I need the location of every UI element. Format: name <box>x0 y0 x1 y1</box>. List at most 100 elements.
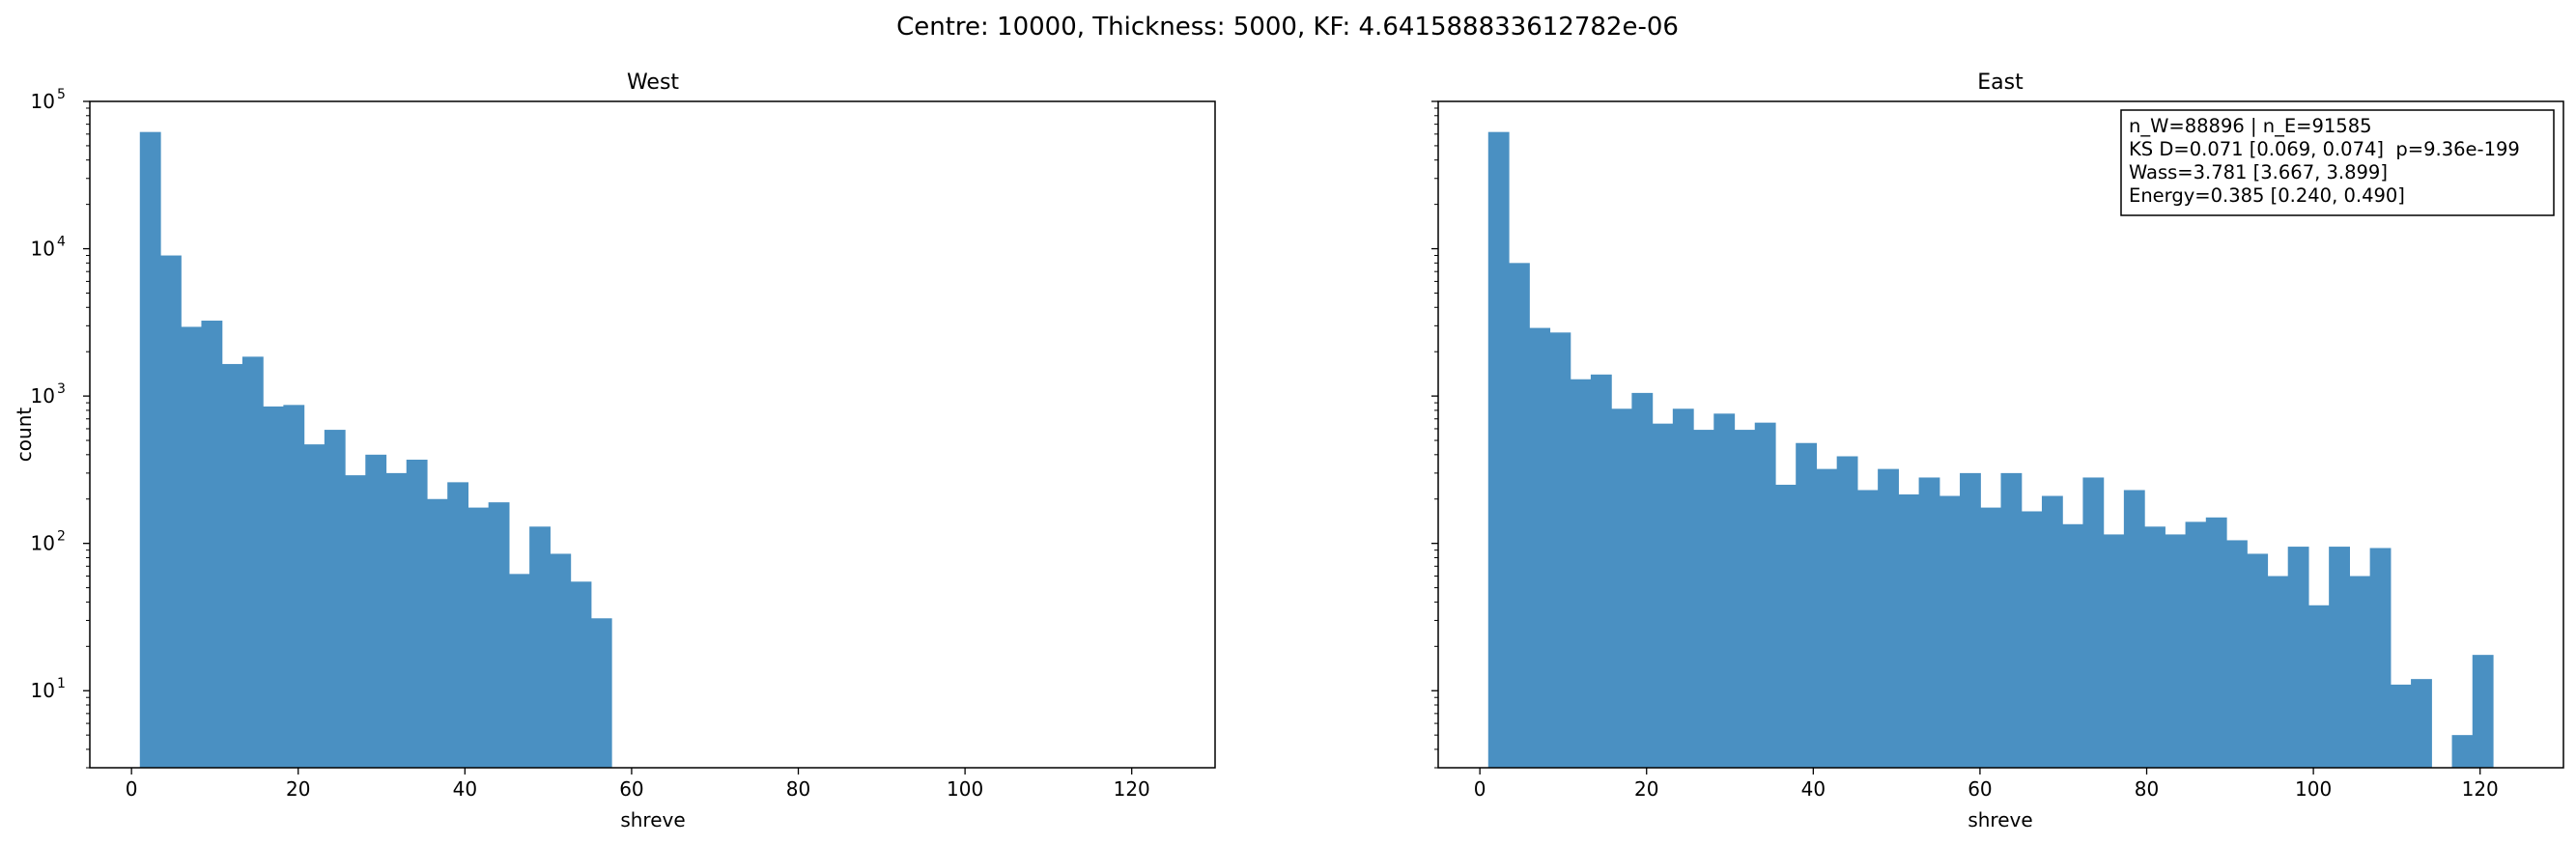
east-bar-27 <box>2021 511 2043 768</box>
west-y-tick-label: 10 <box>31 90 55 113</box>
west-bar-22 <box>570 581 592 768</box>
west-x-tick-label: 40 <box>453 777 477 801</box>
east-bar-9 <box>1652 423 1674 768</box>
east-bar-36 <box>2205 517 2227 768</box>
stats-line-ks: KS D=0.071 [0.069, 0.074] p=9.36e-199 <box>2129 138 2520 160</box>
west-y-axis-label: count <box>13 408 36 463</box>
east-bar-24 <box>1960 472 1981 768</box>
east-bar-7 <box>1611 408 1632 768</box>
east-x-tick-label: 20 <box>1634 777 1658 801</box>
west-x-tick-label: 100 <box>947 777 983 801</box>
east-bar-28 <box>2041 495 2063 768</box>
east-bar-15 <box>1774 484 1797 768</box>
east-bar-20 <box>1878 468 1899 768</box>
east-bar-18 <box>1836 456 1858 768</box>
east-bar-3 <box>1529 327 1551 768</box>
east-bar-26 <box>2000 472 2023 768</box>
east-bar-6 <box>1590 374 1612 768</box>
west-y-tick-exponent: 4 <box>57 235 66 250</box>
stats-line-counts: n_W=88896 | n_E=91585 <box>2129 115 2372 137</box>
west-bars <box>139 131 612 769</box>
stats-line-energy: Energy=0.385 [0.240, 0.490] <box>2129 184 2405 207</box>
west-y-tick-exponent: 5 <box>57 87 66 102</box>
east-x-tick-label: 80 <box>2135 777 2159 801</box>
panel-east: East 0 20 40 60 80 100 120 shreve n_W=88896 | … <box>1431 70 2564 831</box>
east-x-axis-label: shreve <box>1967 808 2032 831</box>
west-bar-12 <box>365 454 387 768</box>
east-bar-49 <box>2472 655 2494 768</box>
east-bar-32 <box>2123 490 2145 768</box>
west-bar-11 <box>345 475 366 768</box>
east-bar-22 <box>1918 477 1940 768</box>
west-x-tick-label: 120 <box>1114 777 1150 801</box>
west-axes-frame <box>89 100 1216 769</box>
west-bar-23 <box>590 618 612 768</box>
east-bar-11 <box>1693 430 1714 768</box>
west-bar-19 <box>508 574 530 768</box>
west-bar-18 <box>488 502 510 768</box>
east-bar-4 <box>1549 332 1571 768</box>
west-title: West <box>627 70 679 95</box>
west-bar-16 <box>447 482 469 768</box>
east-x-tick-label: 0 <box>1474 777 1486 801</box>
west-y-tick-exponent: 3 <box>57 381 66 397</box>
stats-legend-box: n_W=88896 | n_E=91585 KS D=0.071 [0.069,… <box>2120 109 2555 216</box>
east-bar-43 <box>2349 576 2371 768</box>
figure-suptitle: Centre: 10000, Thickness: 5000, KF: 4.64… <box>896 13 1679 42</box>
east-bar-34 <box>2165 534 2187 768</box>
east-bar-33 <box>2144 526 2166 768</box>
east-bar-12 <box>1713 413 1736 768</box>
west-x-axis-label: shreve <box>620 808 685 831</box>
east-bar-2 <box>1509 263 1530 769</box>
west-x-tick-label: 0 <box>126 777 138 801</box>
west-bar-13 <box>385 472 408 768</box>
east-bar-30 <box>2082 477 2105 768</box>
west-y-tick-label: 10 <box>31 238 55 261</box>
east-x-ticks: 0 20 40 60 80 100 120 <box>1474 768 2499 801</box>
east-bar-5 <box>1570 379 1592 768</box>
west-y-tick-label: 10 <box>31 384 55 408</box>
east-bar-46 <box>2411 679 2432 768</box>
west-x-ticks: 0 20 40 60 80 100 120 <box>126 768 1150 801</box>
east-bars <box>1487 131 2494 769</box>
east-bar-44 <box>2369 548 2392 768</box>
west-bar-17 <box>467 507 490 768</box>
east-bar-19 <box>1856 490 1879 768</box>
east-bar-38 <box>2247 553 2269 768</box>
west-bar-8 <box>283 405 305 768</box>
west-bar-20 <box>529 526 551 768</box>
east-bar-13 <box>1734 430 1756 768</box>
west-x-tick-label: 20 <box>286 777 310 801</box>
east-y-ticks <box>1431 100 1438 769</box>
east-bar-16 <box>1796 442 1818 768</box>
east-title: East <box>1977 70 2024 95</box>
west-y-tick-label: 10 <box>31 532 55 555</box>
east-bar-37 <box>2226 540 2248 768</box>
east-axes-frame <box>1437 100 2564 769</box>
east-bar-35 <box>2185 521 2207 768</box>
east-bar-40 <box>2287 547 2309 768</box>
west-bar-4 <box>201 321 223 768</box>
east-bar-10 <box>1672 408 1694 768</box>
east-bar-8 <box>1631 392 1654 768</box>
west-x-tick-label: 80 <box>786 777 810 801</box>
west-x-tick-label: 60 <box>619 777 643 801</box>
east-bar-39 <box>2267 576 2289 768</box>
east-bar-45 <box>2390 684 2412 768</box>
east-x-tick-label: 60 <box>1967 777 1992 801</box>
east-bar-42 <box>2329 547 2350 768</box>
east-x-tick-label: 120 <box>2462 777 2499 801</box>
west-bar-2 <box>160 255 182 768</box>
west-bar-21 <box>550 553 572 768</box>
east-bar-31 <box>2103 534 2125 768</box>
west-bar-7 <box>263 406 284 768</box>
east-x-tick-label: 100 <box>2295 777 2332 801</box>
east-x-tick-label: 40 <box>1801 777 1826 801</box>
east-bar-48 <box>2451 735 2474 768</box>
west-y-tick-exponent: 1 <box>57 676 66 691</box>
west-bar-3 <box>181 326 203 768</box>
west-bar-6 <box>241 356 264 768</box>
